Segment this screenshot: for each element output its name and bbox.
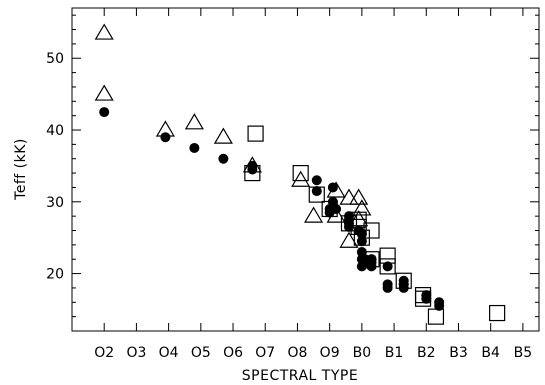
x-tick-label: O3 xyxy=(126,345,146,361)
x-tick-label: B1 xyxy=(385,345,404,361)
x-tick-label: B4 xyxy=(481,345,500,361)
data-point-triangle xyxy=(349,188,369,205)
data-point-circle xyxy=(218,153,229,164)
data-point-circle xyxy=(398,279,409,290)
data-point-circle xyxy=(160,132,171,143)
data-point-circle xyxy=(382,282,393,293)
data-points xyxy=(94,23,506,325)
x-tick-label: B2 xyxy=(417,345,436,361)
data-point-square xyxy=(247,125,264,142)
y-tick-label: 20 xyxy=(46,267,64,283)
data-point-square xyxy=(379,258,396,275)
data-point-circle xyxy=(343,221,354,232)
data-point-circle xyxy=(366,261,377,272)
data-point-triangle xyxy=(339,231,359,248)
data-point-triangle xyxy=(352,199,372,216)
x-tick-label: O5 xyxy=(191,345,211,361)
x-tick-label: O4 xyxy=(159,345,179,361)
data-point-circle xyxy=(434,300,445,311)
data-point-triangle xyxy=(94,84,114,101)
data-point-circle xyxy=(366,254,377,265)
data-point-circle xyxy=(99,107,110,118)
x-tick-label: O6 xyxy=(223,345,243,361)
data-point-circle xyxy=(356,236,367,247)
data-point-triangle xyxy=(291,170,311,187)
data-point-circle xyxy=(382,261,393,272)
data-point-triangle xyxy=(304,206,324,223)
data-point-triangle xyxy=(184,113,204,130)
data-point-circle xyxy=(189,142,200,153)
x-axis-label: SPECTRAL TYPE xyxy=(242,368,358,384)
data-point-circle xyxy=(247,164,258,175)
data-point-circle xyxy=(311,186,322,197)
x-tick-label: O8 xyxy=(287,345,307,361)
data-point-square xyxy=(489,304,506,322)
x-tick-label: O7 xyxy=(255,345,275,361)
y-tick-label: 40 xyxy=(46,123,64,139)
data-point-square xyxy=(292,164,309,182)
x-tick-label: O2 xyxy=(94,345,114,361)
data-point-triangle xyxy=(94,23,114,40)
y-axis-ticks: 20 30 40 50 xyxy=(46,14,539,332)
data-point-square xyxy=(379,247,396,264)
data-point-square xyxy=(427,308,445,325)
data-point-circle xyxy=(331,203,342,214)
y-axis-label: Teff (kK) xyxy=(13,138,29,201)
x-tick-label: B5 xyxy=(514,345,533,361)
data-point-circle xyxy=(311,175,322,186)
x-axis-ticks: O2 O3 O4 O5 O6 O7 O8 O9 B0 B1 B2 B3 B4 B5 xyxy=(94,8,532,361)
y-tick-label: 50 xyxy=(46,51,64,67)
x-tick-label: O9 xyxy=(320,345,340,361)
data-point-triangle xyxy=(339,188,359,205)
y-tick-label: 30 xyxy=(46,195,64,211)
x-tick-label: B3 xyxy=(449,345,468,361)
data-point-triangle xyxy=(213,127,233,144)
data-point-circle xyxy=(327,182,338,193)
x-tick-label: B0 xyxy=(353,345,372,361)
data-point-circle xyxy=(421,293,432,304)
data-point-circle xyxy=(356,229,367,240)
plot-frame xyxy=(71,7,540,332)
